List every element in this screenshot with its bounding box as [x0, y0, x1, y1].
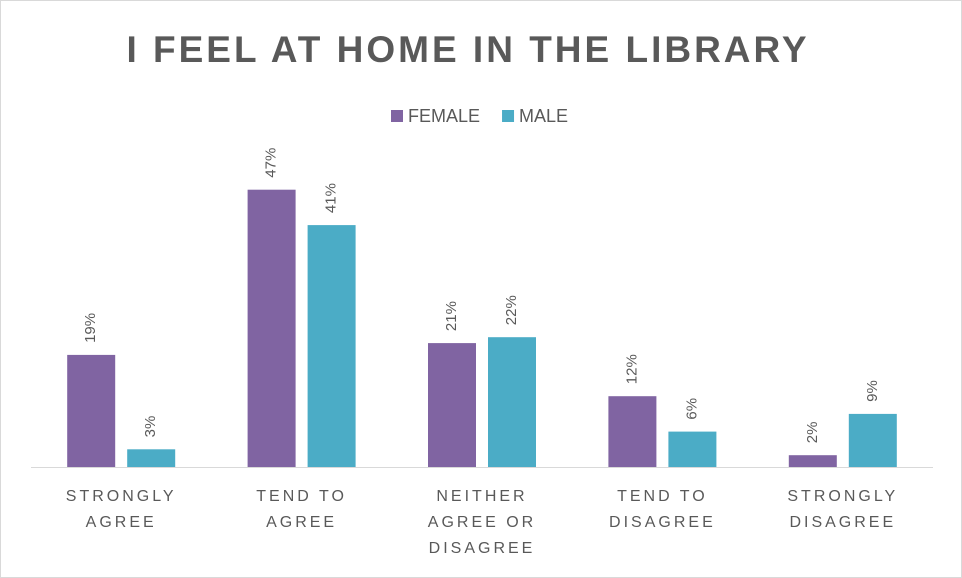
x-tick-label: NEITHER AGREE OR DISAGREE [427, 488, 537, 557]
bar [127, 449, 176, 467]
bar [67, 354, 116, 467]
value-label: 47% [263, 148, 280, 178]
bar [247, 189, 296, 467]
x-tick-label: STRONGLY AGREE [65, 488, 177, 531]
legend-swatch [391, 110, 403, 122]
value-label: 41% [323, 183, 340, 213]
bar [848, 413, 897, 467]
value-label: 6% [683, 398, 700, 420]
chart-title: I FEEL AT HOME IN THE LIBRARY [126, 29, 809, 70]
bar [788, 455, 837, 467]
bar [488, 337, 536, 467]
bar [668, 431, 717, 467]
value-label: 3% [142, 416, 159, 438]
value-label: 9% [864, 380, 881, 402]
value-label: 12% [623, 354, 640, 384]
bar [608, 396, 657, 467]
x-tick-label: STRONGLY DISAGREE [787, 488, 899, 531]
legend-swatch [502, 110, 515, 122]
value-label: 2% [804, 422, 821, 444]
bar [428, 343, 476, 467]
x-tick-label: TEND TO AGREE [256, 488, 347, 531]
legend-label: MALE [519, 106, 568, 126]
value-label: 22% [503, 295, 520, 325]
value-label: 21% [443, 301, 460, 331]
x-tick-label: TEND TO DISAGREE [609, 488, 716, 531]
bar [307, 225, 356, 467]
legend-label: FEMALE [408, 106, 480, 126]
value-label: 19% [82, 313, 99, 343]
